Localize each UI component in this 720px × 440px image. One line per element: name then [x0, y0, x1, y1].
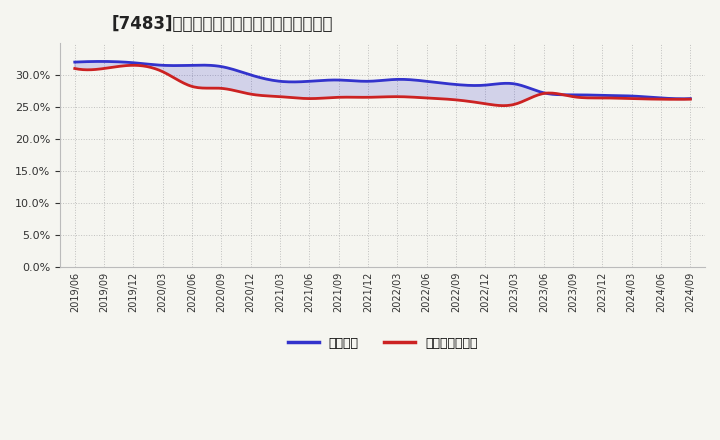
Legend: 固定比率, 固定長期適合率: 固定比率, 固定長期適合率: [282, 332, 482, 355]
Text: [7483]　固定比率、固定長期適合率の推移: [7483] 固定比率、固定長期適合率の推移: [112, 15, 333, 33]
